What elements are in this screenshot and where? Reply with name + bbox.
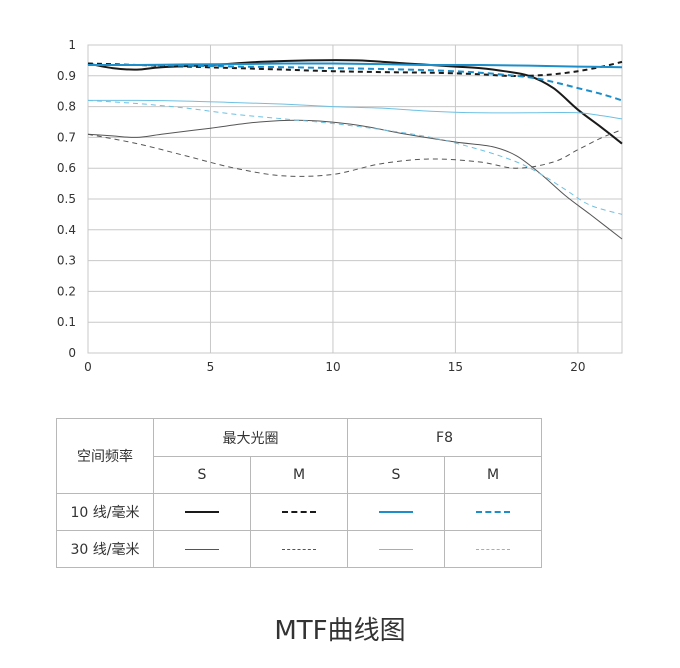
x-tick-label: 10 — [325, 360, 340, 374]
series-line-5 — [87, 119, 623, 240]
y-tick-label: 0.6 — [57, 161, 76, 175]
series-line-2 — [87, 60, 623, 78]
legend-swatch-30-f8-s — [347, 530, 445, 568]
legend-line-30-max-m — [282, 548, 316, 550]
legend-header-f8: F8 — [347, 418, 542, 457]
y-tick-label: 0 — [68, 346, 76, 360]
series-line-6 — [87, 129, 623, 177]
legend-swatch-10-max-s — [153, 493, 251, 531]
y-tick-label: 0.2 — [57, 284, 76, 298]
legend-line-10-f8-m — [476, 511, 510, 513]
mtf-chart: 00.10.20.30.40.50.60.70.80.910 5 10 15 20 — [57, 38, 623, 374]
chart-grid — [87, 44, 623, 354]
legend-swatch-30-max-m — [250, 530, 348, 568]
chart-series — [87, 59, 623, 240]
legend-swatch-30-max-s — [153, 530, 251, 568]
legend-line-10-f8-s — [379, 511, 413, 513]
legend-line-30-max-s — [185, 548, 219, 550]
chart-caption: MTF曲线图 — [274, 616, 406, 646]
legend-swatch-10-f8-m — [444, 493, 542, 531]
x-tick-label: 5 — [207, 360, 215, 374]
legend-line-30-f8-m — [476, 548, 510, 550]
x-tick-label: 15 — [448, 360, 463, 374]
series-line-4 — [87, 63, 623, 102]
mtf-legend-table: 空间频率 最大光圈 F8 S M S M 10 线/毫米 30 线/毫米 — [56, 418, 542, 568]
x-tick-label: 0 — [84, 360, 92, 374]
series-line-8 — [87, 99, 623, 215]
legend-swatch-10-max-m — [250, 493, 348, 531]
y-tick-label: 0.5 — [57, 192, 76, 206]
y-tick-label: 0.9 — [57, 69, 76, 83]
legend-sub-s-f8: S — [347, 456, 445, 494]
legend-sub-s-max: S — [153, 456, 251, 494]
legend-header-frequency: 空间频率 — [56, 418, 154, 494]
legend-line-30-f8-s — [379, 548, 413, 550]
y-tick-label: 0.3 — [57, 254, 76, 268]
series-line-1 — [87, 59, 623, 145]
y-tick-label: 1 — [68, 38, 76, 52]
legend-swatch-10-f8-s — [347, 493, 445, 531]
legend-row-30lpmm-label: 30 线/毫米 — [56, 530, 154, 568]
legend-header-max-aperture: 最大光圈 — [153, 418, 348, 457]
legend-swatch-30-f8-m — [444, 530, 542, 568]
legend-line-10-max-m — [282, 511, 316, 513]
y-tick-label: 0.7 — [57, 130, 76, 144]
y-tick-label: 0.4 — [57, 223, 76, 237]
y-tick-label: 0.1 — [57, 315, 76, 329]
legend-sub-m-max: M — [250, 456, 348, 494]
series-line-7 — [87, 99, 623, 120]
legend-sub-m-f8: M — [444, 456, 542, 494]
x-tick-label: 20 — [570, 360, 585, 374]
y-tick-label: 0.8 — [57, 100, 76, 114]
legend-line-10-max-s — [185, 511, 219, 513]
chart-axes: 00.10.20.30.40.50.60.70.80.910 5 10 15 20 — [57, 38, 586, 374]
legend-row-10lpmm-label: 10 线/毫米 — [56, 493, 154, 531]
series-line-3 — [87, 62, 623, 69]
